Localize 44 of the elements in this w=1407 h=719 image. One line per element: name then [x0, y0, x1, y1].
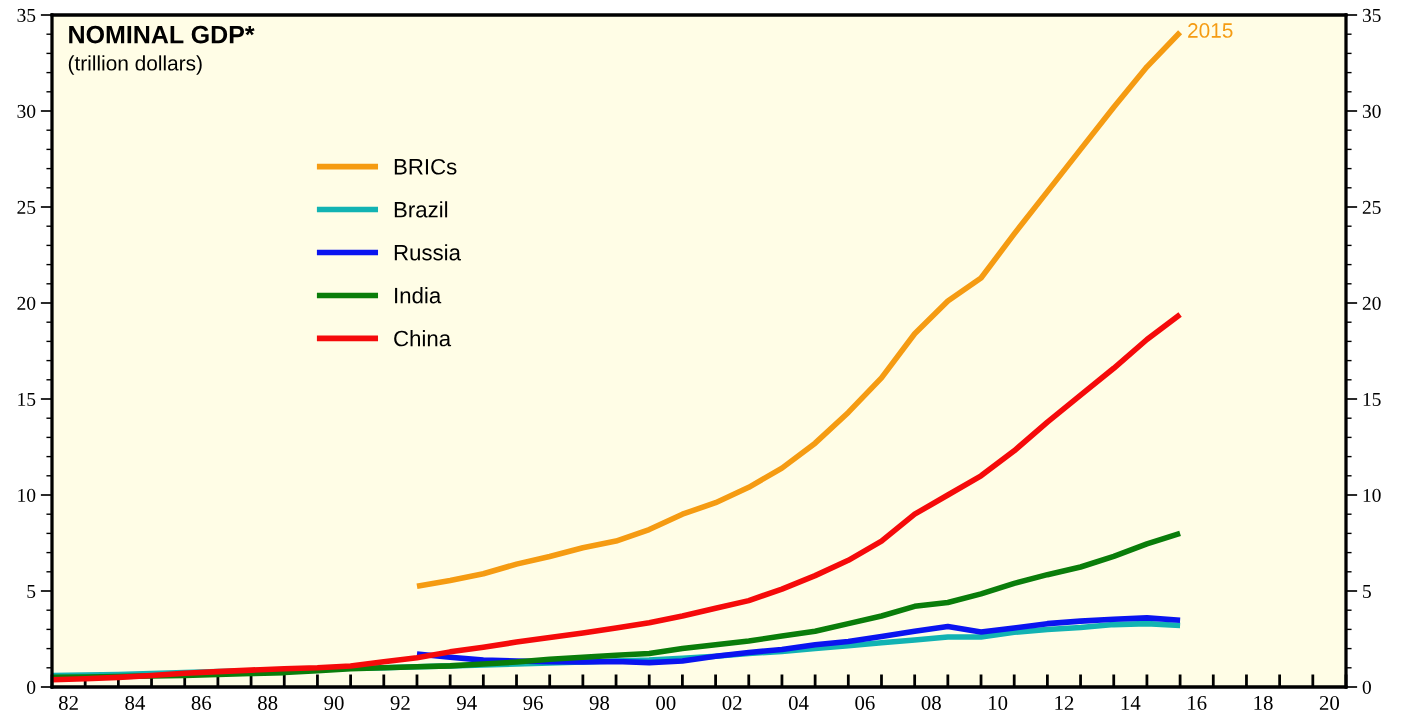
- y2-tick-label: 30: [1362, 104, 1381, 118]
- x-tick-label: 92: [390, 695, 410, 710]
- annotation: 2015: [1188, 23, 1233, 38]
- x-tick-label: 84: [125, 695, 146, 710]
- legend-label: Brazil: [394, 201, 448, 218]
- y-tick-label: 5: [27, 585, 36, 598]
- x-tick-label: 94: [457, 695, 477, 710]
- legend-label: India: [395, 287, 442, 304]
- x-tick-label: 10: [989, 695, 1008, 710]
- legend-label: China: [394, 330, 452, 347]
- y-tick-label: 10: [18, 488, 36, 502]
- y-tick-label: 15: [18, 392, 36, 406]
- x-tick-label: 98: [589, 695, 610, 710]
- x-tick-label: 90: [324, 695, 344, 710]
- x-tick-label: 88: [258, 695, 278, 710]
- legend-label: BRICs: [394, 158, 457, 175]
- y2-tick-label: 0: [1362, 680, 1371, 694]
- x-tick-label: 04: [788, 695, 809, 710]
- x-tick-label: 96: [523, 695, 543, 710]
- x-tick-label: 12: [1055, 695, 1074, 710]
- chart-title: NOMINAL GDP*: [69, 25, 255, 44]
- x-tick-label: 06: [855, 695, 875, 710]
- y-tick-label: 20: [17, 296, 36, 310]
- x-tick-label: 08: [921, 695, 941, 710]
- y-tick-label: 35: [17, 8, 36, 22]
- y2-tick-label: 20: [1362, 296, 1381, 310]
- y-tick-label: 25: [17, 200, 36, 214]
- x-tick-label: 00: [656, 695, 676, 710]
- y2-tick-label: 15: [1363, 392, 1381, 406]
- text: (trillion dollars): [68, 55, 202, 75]
- x-tick-label: 82: [58, 695, 78, 710]
- x-tick-label: 14: [1121, 696, 1141, 710]
- y2-tick-label: 25: [1362, 200, 1381, 214]
- y2-tick-label: 35: [1362, 8, 1381, 22]
- legend-label: Russia: [394, 244, 461, 261]
- y-tick-label: 0: [27, 680, 36, 694]
- x-tick-label: 20: [1319, 695, 1340, 710]
- y-tick-label: 30: [17, 104, 36, 118]
- x-tick-label: 86: [191, 695, 212, 710]
- x-tick-label: 16: [1188, 695, 1207, 710]
- x-tick-label: 18: [1254, 695, 1273, 710]
- y2-tick-label: 10: [1363, 488, 1381, 502]
- y2-tick-label: 5: [1363, 585, 1371, 598]
- x-tick-label: 02: [722, 695, 742, 710]
